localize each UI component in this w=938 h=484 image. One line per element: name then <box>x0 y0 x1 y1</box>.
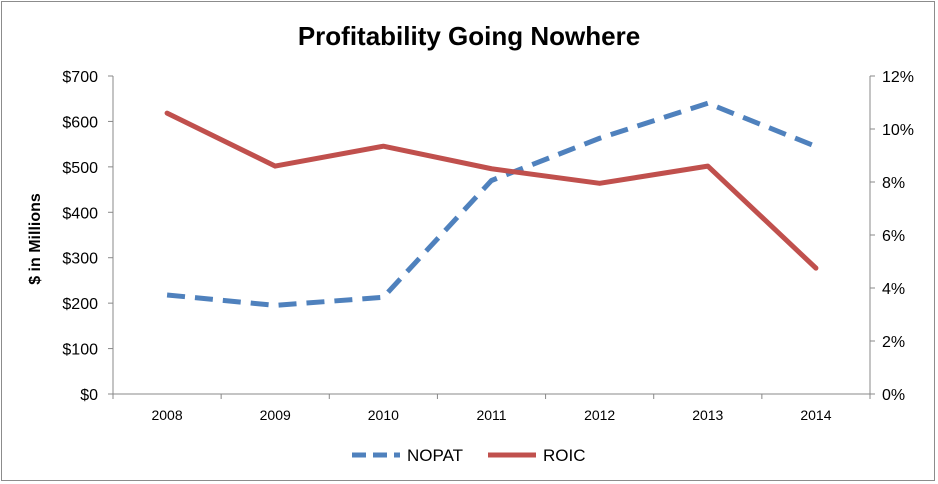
x-tick-label: 2010 <box>368 407 399 423</box>
roic-line <box>164 110 819 271</box>
left-tick-label: $100 <box>62 342 98 359</box>
left-tick-label: $500 <box>62 160 98 177</box>
left-tick-label: $200 <box>62 296 98 313</box>
left-tick-label: $300 <box>62 251 98 268</box>
legend-label-roic: ROIC <box>543 446 586 465</box>
chart-title: Profitability Going Nowhere <box>298 21 640 51</box>
right-tick-label: 2% <box>882 334 905 351</box>
legend-label-nopat: NOPAT <box>407 446 463 465</box>
left-tick-label: $400 <box>62 205 98 222</box>
left-tick-label: $0 <box>80 387 98 404</box>
right-tick-label: 8% <box>882 175 905 192</box>
right-tick-label: 4% <box>882 281 905 298</box>
x-tick-label: 2013 <box>692 407 723 423</box>
x-tick-label: 2008 <box>151 407 182 423</box>
x-tick-label: 2014 <box>800 407 831 423</box>
x-tick-label: 2009 <box>260 407 291 423</box>
plot-area: $0 $100 $200 $300 $400 $500 $600 $700 0% 2% 4% 6% 8%… <box>62 69 914 423</box>
right-tick-label: 10% <box>882 122 914 139</box>
x-tick-label: 2012 <box>584 407 615 423</box>
nopat-line <box>166 100 817 308</box>
right-tick-label: 6% <box>882 228 905 245</box>
right-tick-label: 12% <box>882 69 914 86</box>
x-tick-label: 2011 <box>476 407 506 423</box>
left-tick-label: $700 <box>62 69 98 86</box>
right-tick-label: 0% <box>882 387 905 404</box>
left-tick-label: $600 <box>62 114 98 131</box>
legend: NOPAT ROIC <box>352 446 586 465</box>
y-axis-label: $ in Millions <box>27 193 44 285</box>
